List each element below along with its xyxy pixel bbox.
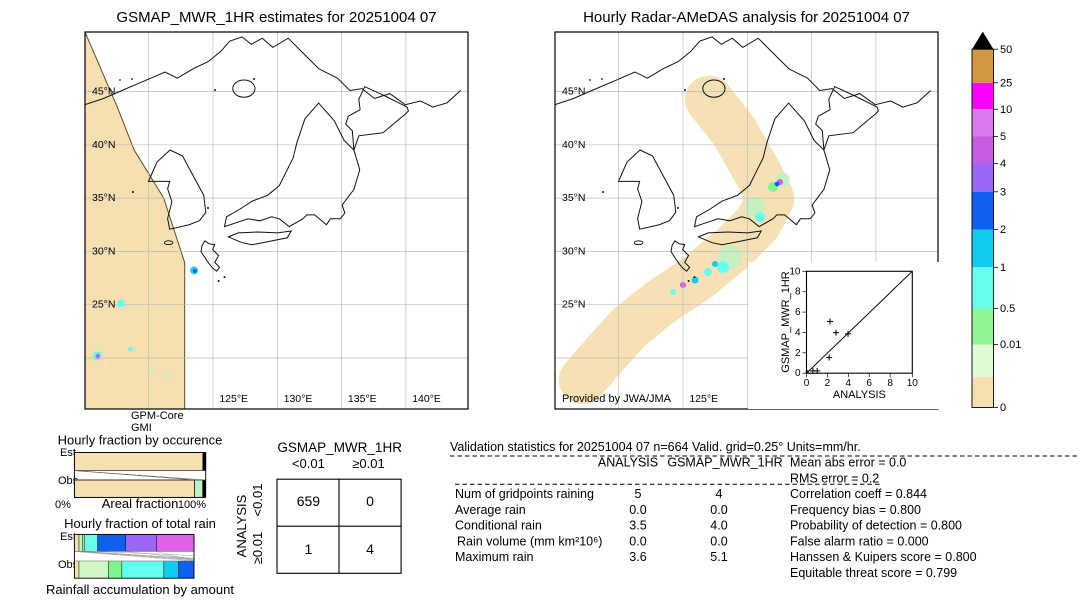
svg-text:6: 6 — [866, 378, 872, 389]
svg-text:0.01: 0.01 — [1000, 339, 1021, 351]
svg-text:125°E: 125°E — [219, 393, 248, 405]
svg-text:0.0: 0.0 — [710, 534, 727, 548]
svg-text:0%: 0% — [55, 499, 71, 511]
svg-text:False alarm ratio = 0.000: False alarm ratio = 0.000 — [790, 534, 929, 548]
svg-text:GSMAP_MWR_1HR: GSMAP_MWR_1HR — [667, 456, 782, 470]
svg-text:2: 2 — [795, 348, 801, 359]
svg-text:8: 8 — [795, 287, 801, 298]
svg-text:8: 8 — [887, 378, 893, 389]
svg-text:Frequency bias = 0.800: Frequency bias = 0.800 — [790, 503, 921, 517]
svg-text:Hanssen & Kuipers score = 0.8: Hanssen & Kuipers score = 0.800 — [790, 550, 977, 564]
svg-text:0.5: 0.5 — [1000, 303, 1015, 315]
svg-text:0: 0 — [804, 378, 810, 389]
svg-text:Mean abs error = 0.0: Mean abs error = 0.0 — [790, 456, 906, 470]
svg-text:35°N: 35°N — [562, 192, 585, 204]
svg-text:4: 4 — [795, 328, 801, 339]
svg-text:2: 2 — [1000, 224, 1006, 236]
svg-text:30°N: 30°N — [92, 245, 115, 257]
svg-text:<0.01: <0.01 — [250, 484, 265, 517]
svg-text:4: 4 — [366, 541, 374, 557]
svg-text:25: 25 — [1000, 77, 1012, 89]
svg-text:4.0: 4.0 — [710, 519, 727, 533]
svg-text:130°E: 130°E — [284, 393, 313, 405]
svg-text:5.1: 5.1 — [710, 550, 727, 564]
svg-text:GPM-Core: GPM-Core — [131, 410, 184, 422]
svg-text:GSMAP_MWR_1HR estimates for 20: GSMAP_MWR_1HR estimates for 20251004 07 — [116, 9, 436, 26]
svg-text:Validation statistics for 2025: Validation statistics for 20251004 07 n=… — [450, 440, 861, 454]
svg-text:25°N: 25°N — [562, 299, 585, 311]
svg-text:0: 0 — [366, 493, 374, 509]
svg-text:Hourly fraction of total rain: Hourly fraction of total rain — [64, 516, 216, 531]
svg-text:4: 4 — [716, 487, 723, 501]
svg-text:30°N: 30°N — [562, 245, 585, 257]
svg-text:45°N: 45°N — [562, 86, 585, 98]
svg-text:Hourly fraction by occurence: Hourly fraction by occurence — [58, 433, 223, 448]
svg-text:40°N: 40°N — [562, 139, 585, 151]
svg-text:Conditional rain: Conditional rain — [455, 519, 542, 533]
svg-text:Rainfall accumulation by amoun: Rainfall accumulation by amount — [46, 582, 234, 597]
svg-text:<0.01: <0.01 — [292, 456, 325, 471]
svg-text:Est: Est — [60, 447, 76, 459]
svg-text:10: 10 — [1000, 104, 1012, 116]
svg-text:50: 50 — [1000, 44, 1012, 56]
svg-text:ANALYSIS: ANALYSIS — [234, 494, 249, 557]
svg-text:3: 3 — [1000, 186, 1006, 198]
svg-text:45°N: 45°N — [92, 86, 115, 98]
svg-text:Correlation coeff = 0.844: Correlation coeff = 0.844 — [790, 487, 927, 501]
svg-text:5: 5 — [635, 487, 642, 501]
svg-text:≥0.01: ≥0.01 — [352, 456, 384, 471]
svg-text:ANALYSIS: ANALYSIS — [598, 456, 658, 470]
svg-text:100%: 100% — [178, 499, 206, 511]
svg-text:ANALYSIS: ANALYSIS — [833, 389, 886, 401]
svg-text:Average rain: Average rain — [455, 503, 526, 517]
svg-text:4: 4 — [846, 378, 852, 389]
svg-text:Areal fraction: Areal fraction — [102, 496, 179, 511]
svg-text:6: 6 — [795, 307, 801, 318]
svg-text:0.0: 0.0 — [629, 503, 646, 517]
svg-text:Rain volume (mm km²10⁶): Rain volume (mm km²10⁶) — [457, 534, 602, 548]
svg-text:40°N: 40°N — [92, 139, 115, 151]
svg-text:659: 659 — [297, 493, 321, 509]
svg-text:10: 10 — [907, 378, 919, 389]
svg-text:Hourly Radar-AMeDAS analysis f: Hourly Radar-AMeDAS analysis for 2025100… — [583, 9, 910, 26]
svg-text:≥0.01: ≥0.01 — [250, 532, 265, 564]
svg-text:3.6: 3.6 — [629, 550, 646, 564]
svg-text:140°E: 140°E — [412, 393, 441, 405]
svg-text:1: 1 — [1000, 262, 1006, 274]
svg-text:3.5: 3.5 — [629, 519, 646, 533]
svg-text:0: 0 — [795, 368, 801, 379]
svg-text:4: 4 — [1000, 158, 1006, 170]
svg-text:0.0: 0.0 — [710, 503, 727, 517]
svg-text:Est: Est — [60, 531, 76, 543]
svg-text:135°E: 135°E — [348, 393, 377, 405]
svg-text:25°N: 25°N — [92, 299, 115, 311]
svg-text:0: 0 — [1000, 402, 1006, 414]
svg-text:35°N: 35°N — [92, 192, 115, 204]
svg-text:Maximum rain: Maximum rain — [455, 550, 534, 564]
svg-text:Equitable threat score = 0.79: Equitable threat score = 0.799 — [790, 566, 957, 580]
svg-text:GSMAP_MWR_1HR: GSMAP_MWR_1HR — [277, 440, 402, 455]
svg-text:2: 2 — [825, 378, 831, 389]
svg-text:GSMAP_MWR_1HR: GSMAP_MWR_1HR — [780, 271, 792, 373]
svg-text:125°E: 125°E — [689, 393, 718, 405]
svg-text:RMS error = 0.2: RMS error = 0.2 — [790, 471, 879, 485]
svg-text:Provided by JWA/JMA: Provided by JWA/JMA — [562, 393, 672, 405]
svg-text:Probability of detection = 0.: Probability of detection = 0.800 — [790, 519, 962, 533]
svg-text:5: 5 — [1000, 131, 1006, 143]
svg-text:0.0: 0.0 — [629, 534, 646, 548]
svg-text:Num of gridpoints raining: Num of gridpoints raining — [455, 487, 594, 501]
svg-text:1: 1 — [305, 541, 313, 557]
